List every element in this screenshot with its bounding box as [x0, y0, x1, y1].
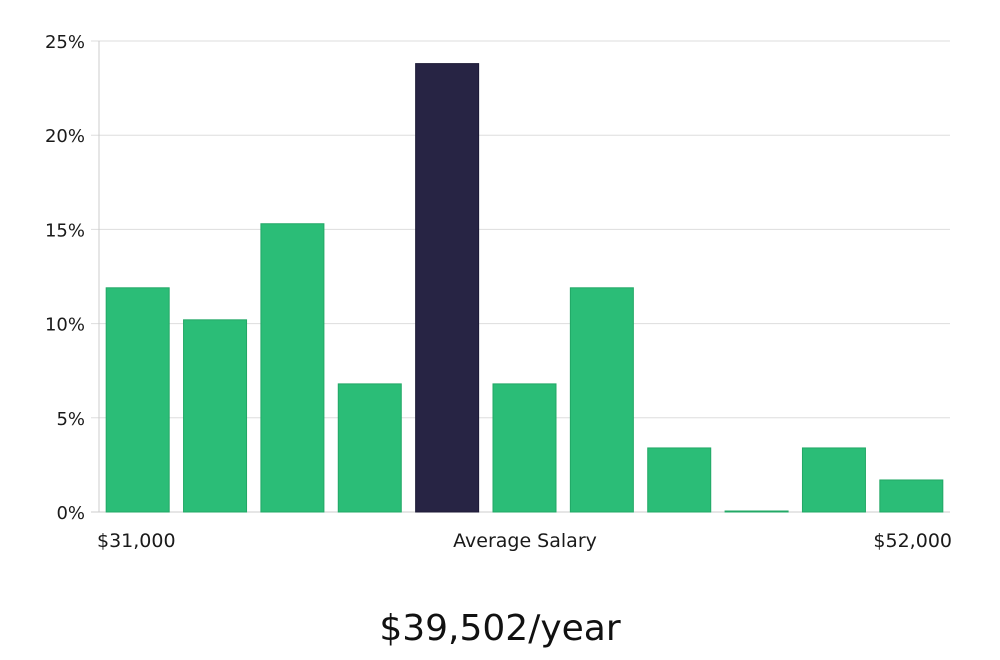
- bar: [260, 223, 325, 513]
- bar: [492, 383, 557, 513]
- bars: [105, 63, 944, 513]
- x-axis-center-label: Average Salary: [453, 530, 597, 552]
- bar: [801, 447, 866, 513]
- bar: [183, 319, 248, 513]
- y-tick-label: 20%: [45, 126, 85, 147]
- bar-highlighted: [415, 63, 480, 513]
- bar: [337, 383, 402, 513]
- y-tick-label: 5%: [56, 409, 85, 430]
- bar: [879, 479, 944, 513]
- y-tick-label: 10%: [45, 315, 85, 336]
- bar: [105, 287, 170, 513]
- bar: [647, 447, 712, 513]
- y-axis-tick-labels: 0% 5% 10% 15% 20% 25%: [45, 32, 85, 524]
- bar: [724, 510, 789, 513]
- y-tick-label: 0%: [56, 503, 85, 524]
- salary-distribution-chart: 0%5%10%15%20%25% $31,000 Average Salary …: [45, 32, 952, 552]
- y-tick-label: 15%: [45, 220, 85, 241]
- average-salary-value: $39,502/year: [379, 608, 621, 649]
- x-axis-min-label: $31,000: [97, 530, 176, 552]
- bar: [569, 287, 634, 513]
- x-axis-max-label: $52,000: [873, 530, 952, 552]
- y-tick-label: 25%: [45, 32, 85, 53]
